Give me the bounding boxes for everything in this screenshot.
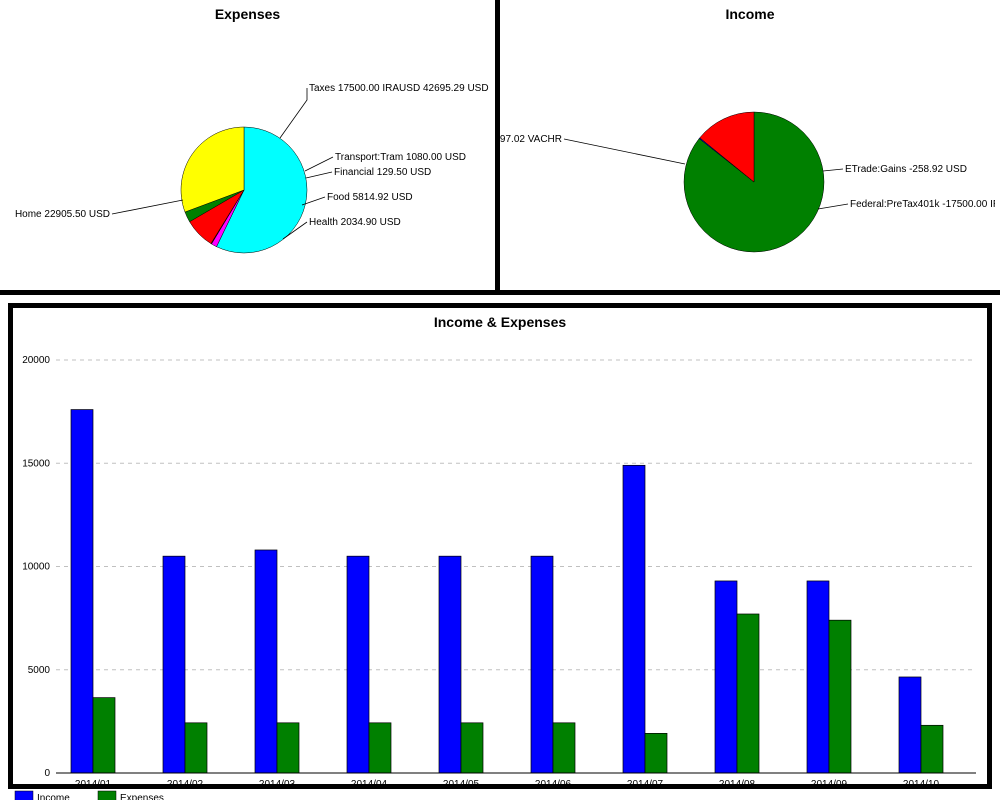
bar [899,677,921,773]
bar [645,733,667,773]
expenses-panel: Expenses Taxes 17500.00 IRAUSD 42695.29 … [0,0,500,290]
x-tick-label: 2014/09 [811,779,848,790]
pie-slice-label: Federal:PreTax401k -17500.00 IRAUSD [850,199,995,210]
income-panel: Income Hoogle -106183.70 USD -97.02 VACH… [500,0,1000,290]
bar [93,698,115,773]
bar-panel-outer: Income & Expenses 0 5000 10000 15000 20000 20… [0,295,1000,797]
pie-slice-label: Health 2034.90 USD [309,217,401,228]
leader-line [280,88,307,138]
bar [163,556,185,773]
x-tick-label: 2014/08 [719,779,756,790]
leader-line [818,204,848,209]
bar [461,723,483,773]
pie-slice-label: Taxes 17500.00 IRAUSD 42695.29 USD [309,83,489,94]
x-tick-label: 2014/10 [903,779,940,790]
x-tick-label: 2014/04 [351,779,388,790]
income-pie-chart: Hoogle -106183.70 USD -97.02 VACHR ETrade… [500,22,995,292]
leader-line [564,139,685,164]
bar [185,723,207,773]
y-tick-label: 5000 [28,665,51,676]
bar [531,556,553,773]
x-tick-label: 2014/01 [75,779,112,790]
bar [369,723,391,773]
leader-line [112,200,183,214]
legend-swatch [15,791,33,800]
income-expenses-bar-chart: 0 5000 10000 15000 20000 2014/01 2014/02 2014/0… [13,330,981,800]
bar [439,556,461,773]
x-tick-label: 2014/03 [259,779,296,790]
leader-line [305,157,333,171]
x-tick-label: 2014/05 [443,779,480,790]
y-tick-label: 15000 [22,458,50,469]
income-title: Income [500,0,1000,22]
bar-title: Income & Expenses [13,308,987,330]
bar [347,556,369,773]
pie-slice-label: Hoogle -106183.70 USD -97.02 VACHR [500,134,562,145]
bar [829,620,851,773]
pie-slice-label: Transport:Tram 1080.00 USD [335,152,466,163]
leader-line [823,169,843,171]
bar [623,465,645,773]
pie-slice-label: ETrade:Gains -258.92 USD [845,164,967,175]
pie-slice-label: Food 5814.92 USD [327,192,413,203]
bar [715,581,737,773]
bar [553,723,575,773]
bar [277,723,299,773]
x-tick-label: 2014/07 [627,779,664,790]
expenses-pie-chart: Taxes 17500.00 IRAUSD 42695.29 USD Transp… [0,22,497,292]
legend-label: Income [37,793,70,800]
leader-line [306,172,332,178]
x-tick-label: 2014/06 [535,779,572,790]
y-tick-label: 10000 [22,562,50,573]
bar [255,550,277,773]
y-tick-label: 0 [44,768,50,779]
bar [737,614,759,773]
bar [807,581,829,773]
pie-slice-label: Home 22905.50 USD [15,209,110,220]
bar-panel-frame: Income & Expenses 0 5000 10000 15000 20000 20… [8,303,992,789]
pie-slice-label: Financial 129.50 USD [334,167,431,178]
expenses-title: Expenses [0,0,495,22]
x-tick-label: 2014/02 [167,779,204,790]
bar [921,725,943,773]
y-tick-label: 20000 [22,355,50,366]
bar [71,410,93,773]
legend-label: Expenses [120,793,164,800]
legend-swatch [98,791,116,800]
